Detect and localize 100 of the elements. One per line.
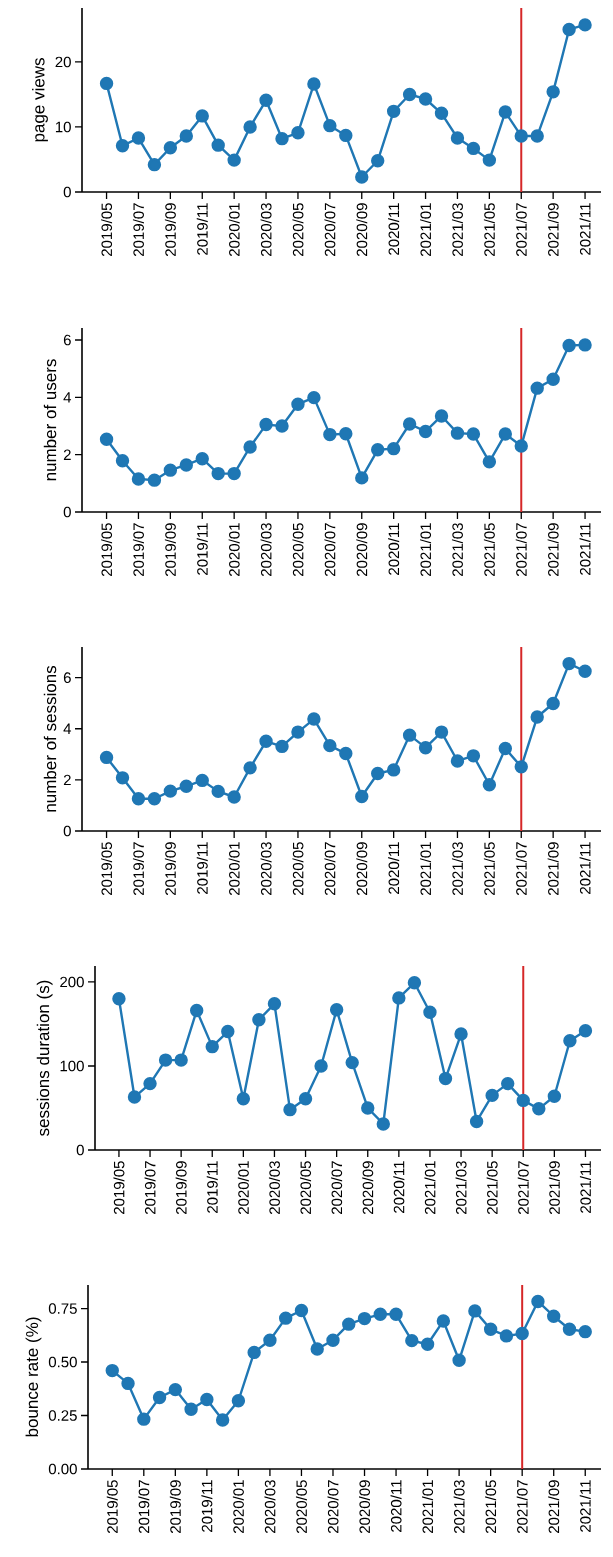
point [483, 1322, 498, 1336]
point [578, 664, 592, 678]
point [326, 1333, 340, 1347]
x-tick-label: 2020/11 [393, 1161, 405, 1213]
point [307, 390, 321, 405]
x-tick-label: 2019/09 [169, 1480, 181, 1533]
x-tick-label: 2021/11 [579, 842, 591, 894]
point [329, 1002, 344, 1017]
point [434, 725, 449, 739]
point [482, 153, 497, 167]
point [247, 1345, 261, 1360]
point [339, 746, 353, 761]
point [386, 763, 401, 777]
x-tick-label: 2021/03 [451, 203, 463, 256]
point [514, 760, 528, 774]
point [259, 734, 273, 748]
point [339, 427, 353, 441]
y-tick-label: 10 [55, 121, 71, 133]
point [163, 784, 178, 798]
y-tick-label: 0 [63, 506, 71, 518]
point [283, 1102, 297, 1117]
x-tick-label: 2020/07 [331, 1161, 343, 1214]
point [243, 761, 257, 775]
y-tick-label: 100 [60, 1060, 84, 1072]
point [211, 784, 225, 799]
x-tick-label: 2020/01 [232, 1480, 244, 1533]
point [434, 106, 449, 121]
x-tick-label: 2020/09 [362, 1161, 374, 1214]
point [436, 1314, 451, 1328]
x-tick-label: 2021/09 [548, 1161, 560, 1214]
x-tick-label: 2020/05 [300, 1161, 312, 1214]
x-tick-label: 2020/01 [228, 203, 240, 256]
y-axis-title: number of sessions [43, 665, 57, 812]
point [469, 1114, 484, 1129]
point [99, 432, 114, 446]
point [323, 738, 337, 753]
point [259, 93, 273, 108]
point [530, 129, 544, 143]
point [294, 1303, 309, 1318]
point [152, 1390, 167, 1405]
point [339, 128, 353, 143]
point [99, 76, 114, 91]
point [423, 1005, 437, 1019]
x-tick-label: 2021/03 [451, 523, 463, 576]
y-axis-title: page views [32, 58, 48, 142]
point [168, 1382, 183, 1397]
point [371, 766, 385, 781]
y-tick-label: 6 [63, 672, 71, 683]
point [485, 1088, 499, 1103]
x-tick-label: 2021/09 [547, 203, 559, 256]
x-tick-label: 2020/09 [356, 523, 368, 576]
point [105, 1363, 119, 1378]
x-tick-label: 2019/07 [132, 523, 144, 576]
point [215, 1413, 230, 1427]
y-axis-title: sessions duration (s) [36, 980, 53, 1136]
point [163, 463, 178, 477]
point [371, 443, 385, 457]
point [402, 417, 417, 431]
point [205, 1039, 219, 1054]
x-tick-label: 2021/09 [547, 842, 559, 895]
point [314, 1059, 328, 1073]
point [137, 1412, 151, 1426]
point [371, 154, 385, 168]
y-tick-label: 0.75 [48, 1303, 77, 1314]
point [516, 1093, 530, 1108]
x-tick-label: 2021/01 [420, 842, 432, 895]
point [420, 1337, 435, 1351]
x-tick-label: 2020/11 [388, 523, 400, 575]
point [179, 129, 194, 143]
point [355, 789, 369, 804]
point [310, 1342, 324, 1356]
point [450, 754, 465, 768]
x-tick-label: 2020/01 [228, 523, 240, 576]
point [259, 417, 273, 432]
point [278, 1311, 293, 1325]
y-tick-label: 0.50 [48, 1356, 77, 1368]
point [532, 1102, 546, 1116]
point [357, 1311, 372, 1326]
y-tick-label: 4 [63, 392, 72, 403]
x-tick-label: 2020/01 [228, 842, 240, 895]
point [547, 1309, 561, 1323]
x-tick-label: 2020/11 [390, 1480, 402, 1532]
y-tick-label: 0.25 [48, 1410, 77, 1421]
y-tick-label: 20 [55, 56, 71, 68]
x-tick-label: 2021/11 [579, 1161, 591, 1213]
x-tick-label: 2020/03 [268, 1161, 280, 1214]
x-tick-label: 2020/07 [324, 203, 336, 256]
x-tick-label: 2021/11 [579, 1480, 591, 1532]
x-tick-label: 2020/07 [324, 523, 336, 576]
y-tick-label: 2 [63, 449, 71, 460]
x-tick-label: 2019/07 [144, 1161, 156, 1214]
x-tick-label: 2021/03 [451, 842, 463, 895]
point [323, 118, 337, 133]
x-tick-label: 2021/05 [483, 523, 495, 576]
x-tick-label: 2021/05 [483, 203, 495, 256]
point [147, 157, 162, 172]
point [562, 1322, 577, 1336]
x-tick-label: 2020/09 [359, 1480, 371, 1533]
point [376, 1117, 390, 1131]
x-tick-label: 2020/09 [356, 203, 368, 256]
